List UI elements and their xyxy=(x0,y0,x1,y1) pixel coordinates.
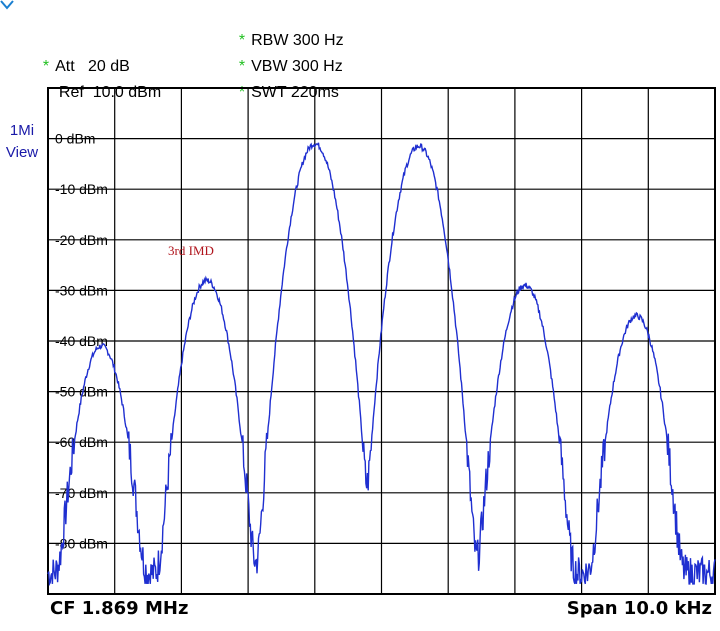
y-tick-labels: 0 dBm -10 dBm -20 dBm -30 dBm -40 dBm -50 dBm… xyxy=(55,131,108,552)
swt-changed-marker: * xyxy=(238,84,246,101)
vbw-row: * VBW 300 Hz xyxy=(230,40,343,76)
y-tick-label: 0 dBm xyxy=(55,131,95,147)
y-tick-label: -40 dBm xyxy=(55,333,108,349)
y-tick-label: -70 dBm xyxy=(55,485,108,501)
y-tick-label: -60 dBm xyxy=(55,434,108,450)
att-changed-marker: * xyxy=(42,58,50,75)
y-tick-label: -50 dBm xyxy=(55,384,108,400)
rbw-changed-marker: * xyxy=(238,32,246,49)
rbw-value: RBW 300 Hz xyxy=(251,32,344,49)
spectrum-trace xyxy=(47,142,716,587)
y-tick-label: -10 dBm xyxy=(55,181,108,197)
trace-view-label: View xyxy=(5,144,39,161)
center-frequency: CF 1.869 MHz xyxy=(50,598,189,619)
y-tick-label: -20 dBm xyxy=(55,232,108,248)
grid xyxy=(47,87,716,595)
span-value: Span 10.0 kHz xyxy=(566,598,712,619)
rbw-row: * RBW 300 Hz xyxy=(230,14,344,50)
att-label: Att xyxy=(55,58,75,75)
y-tick-label: -80 dBm xyxy=(55,535,108,551)
att-row: * Att 20 dB xyxy=(34,40,130,76)
y-tick-label: -30 dBm xyxy=(55,282,108,298)
vbw-changed-marker: * xyxy=(238,58,246,75)
att-value: 20 dB xyxy=(88,58,130,75)
vbw-value: VBW 300 Hz xyxy=(251,58,343,75)
trace-mode-label: 1Mi xyxy=(9,122,35,139)
imd-annotation: 3rd IMD xyxy=(168,243,214,258)
corner-marker-icon xyxy=(0,0,14,10)
